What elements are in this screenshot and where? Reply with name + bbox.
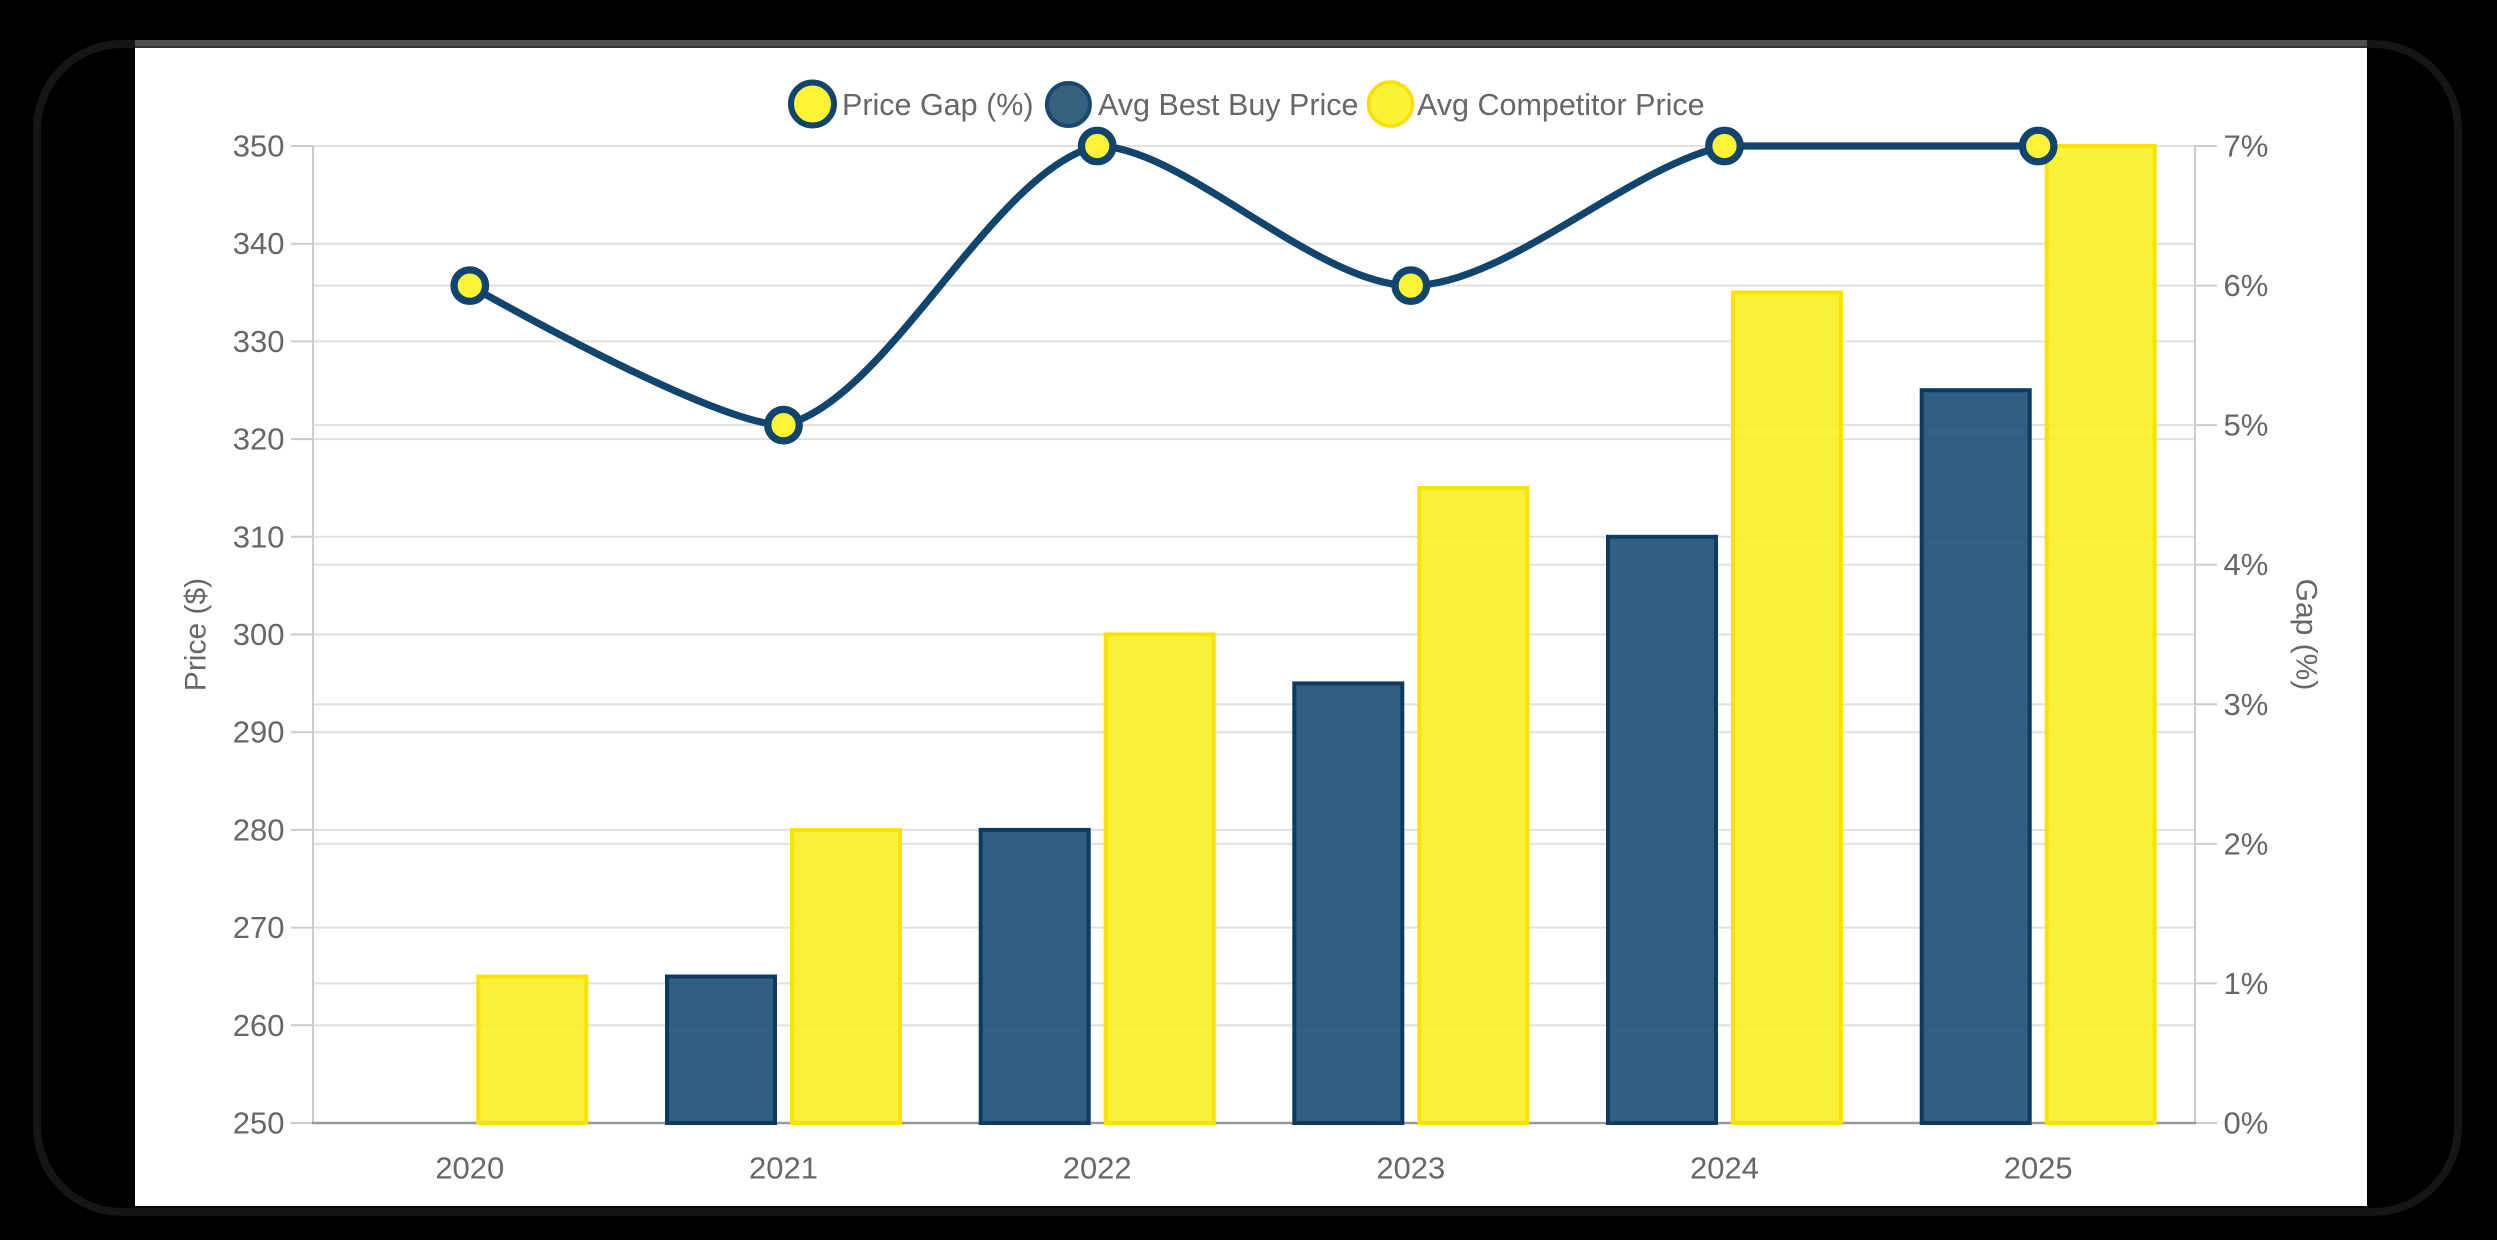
svg-text:290: 290 — [233, 715, 285, 750]
svg-text:250: 250 — [233, 1106, 285, 1141]
svg-text:2%: 2% — [2224, 826, 2269, 861]
svg-text:6%: 6% — [2224, 268, 2269, 303]
svg-text:340: 340 — [233, 226, 285, 261]
svg-text:Price Gap (%): Price Gap (%) — [842, 88, 1034, 122]
svg-text:1%: 1% — [2224, 966, 2269, 1001]
svg-text:2022: 2022 — [1063, 1151, 1132, 1186]
svg-text:2024: 2024 — [1690, 1151, 1759, 1186]
svg-text:330: 330 — [233, 324, 285, 359]
svg-text:3%: 3% — [2224, 687, 2269, 722]
svg-text:2025: 2025 — [2004, 1151, 2073, 1186]
svg-text:4%: 4% — [2224, 547, 2269, 582]
svg-text:Avg Best Buy Price: Avg Best Buy Price — [1098, 88, 1359, 122]
svg-text:2021: 2021 — [749, 1151, 818, 1186]
svg-text:300: 300 — [233, 617, 285, 652]
svg-text:350: 350 — [233, 129, 285, 164]
svg-text:Avg Competitor Price: Avg Competitor Price — [1417, 88, 1705, 122]
svg-text:Gap (%): Gap (%) — [2290, 579, 2323, 691]
svg-text:320: 320 — [233, 422, 285, 457]
svg-text:280: 280 — [233, 812, 285, 847]
svg-text:2020: 2020 — [435, 1151, 504, 1186]
svg-text:2023: 2023 — [1376, 1151, 1445, 1186]
svg-text:310: 310 — [233, 519, 285, 554]
svg-text:Price ($): Price ($) — [180, 578, 213, 691]
svg-text:0%: 0% — [2224, 1106, 2269, 1141]
svg-text:260: 260 — [233, 1008, 285, 1043]
svg-text:5%: 5% — [2224, 408, 2269, 443]
svg-text:7%: 7% — [2224, 129, 2269, 164]
svg-text:270: 270 — [233, 910, 285, 945]
